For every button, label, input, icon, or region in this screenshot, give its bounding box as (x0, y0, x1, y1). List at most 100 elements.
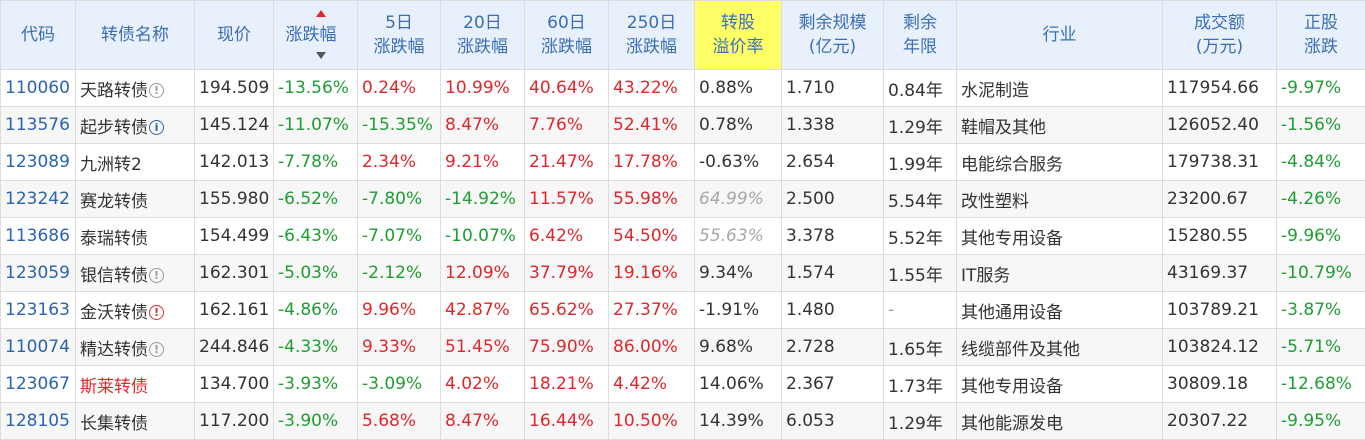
cell-name[interactable]: 泰瑞转债 (75, 217, 195, 255)
table-row[interactable]: 110074 精达转债! 244.846 -4.33% 9.33% 51.45% 75.90… (0, 328, 1365, 366)
cell-name[interactable]: 赛龙转债 (75, 180, 195, 218)
cell-name[interactable]: 斯莱转债 (75, 365, 195, 403)
cell-stock_change: -9.97% (1276, 69, 1365, 107)
column-header-label: 20日 (463, 13, 502, 33)
column-header-chg60[interactable]: 60日 涨跌幅 (524, 0, 609, 70)
cell-chg60: 37.79% (524, 254, 609, 292)
cell-turnover: 43169.37 (1162, 254, 1277, 292)
table-row[interactable]: 128105 长集转债 117.200 -3.90% 5.68% 8.47% 16.44% 1… (0, 402, 1365, 440)
column-header-price[interactable]: 现价 (194, 0, 274, 70)
bond-name[interactable]: 金沃转债 (80, 302, 148, 323)
column-header-industry[interactable]: 行业 (956, 0, 1163, 70)
cell-chg250: 86.00% (608, 328, 695, 366)
column-header-chg20[interactable]: 20日 涨跌幅 (440, 0, 525, 70)
alert-icon[interactable]: ! (149, 305, 164, 320)
cell-code[interactable]: 123089 (0, 143, 76, 181)
column-header-change[interactable]: 涨跌幅 (273, 0, 358, 70)
column-header-label: 60日 (547, 13, 586, 33)
table-row[interactable]: 110060 天路转债! 194.509 -13.56% 0.24% 10.99% 40.6… (0, 69, 1365, 107)
info-icon[interactable]: ! (149, 83, 164, 98)
bond-name[interactable]: 赛龙转债 (80, 191, 148, 212)
column-header-remain_size[interactable]: 剩余规模 (亿元) (781, 0, 884, 70)
cell-remain_years: - (883, 291, 957, 329)
cell-remain_size: 1.480 (781, 291, 884, 329)
cell-turnover: 103789.21 (1162, 291, 1277, 329)
cell-code[interactable]: 113576 (0, 106, 76, 144)
cell-remain_years: 1.55年 (883, 254, 957, 292)
column-header-turnover[interactable]: 成交额 (万元) (1162, 0, 1277, 70)
info-icon[interactable]: i (149, 120, 164, 135)
bond-name[interactable]: 长集转债 (80, 413, 148, 434)
column-header-chg250[interactable]: 250日 涨跌幅 (608, 0, 695, 70)
table-row[interactable]: 123242 赛龙转债 155.980 -6.52% -7.80% -14.92% 11.5… (0, 180, 1365, 218)
column-header-stock_change[interactable]: 正股 涨跌 (1276, 0, 1365, 70)
table-row[interactable]: 123059 银信转债! 162.301 -5.03% -2.12% 12.09% 37.7… (0, 254, 1365, 292)
cell-code[interactable]: 110074 (0, 328, 76, 366)
column-header-label: 成交额 (1194, 13, 1245, 33)
cell-chg60: 7.76% (524, 106, 609, 144)
cell-premium: 55.63% (694, 217, 782, 255)
column-header-remain_years[interactable]: 剩余 年限 (883, 0, 957, 70)
bond-name[interactable]: 泰瑞转债 (80, 228, 148, 249)
table-row[interactable]: 113576 起步转债 i 145.124 -11.07% -15.35% 8.47% 7.7… (0, 106, 1365, 144)
column-header-name[interactable]: 转债名称 (75, 0, 195, 70)
cell-chg250: 52.41% (608, 106, 695, 144)
cell-change: -13.56% (273, 69, 358, 107)
cell-premium: -1.91% (694, 291, 782, 329)
column-header-code[interactable]: 代码 (0, 0, 76, 70)
cell-name[interactable]: 银信转债! (75, 254, 195, 292)
cell-code[interactable]: 113686 (0, 217, 76, 255)
column-header-label: 250日 (626, 13, 677, 33)
cell-code[interactable]: 128105 (0, 402, 76, 440)
table-row[interactable]: 123089 九洲转2 142.013 -7.78% 2.34% 9.21% 21.47% 1… (0, 143, 1365, 181)
cell-name[interactable]: 长集转债 (75, 402, 195, 440)
column-header-label: 代码 (21, 25, 55, 45)
cell-name[interactable]: 金沃转债! (75, 291, 195, 329)
cell-code[interactable]: 123067 (0, 365, 76, 403)
cell-chg5: -3.09% (357, 365, 441, 403)
sort-arrows-icon[interactable] (315, 10, 346, 59)
cell-chg20: 9.21% (440, 143, 525, 181)
bond-name[interactable]: 起步转债 (80, 117, 148, 138)
info-icon[interactable]: ! (149, 268, 164, 283)
cell-name[interactable]: 天路转债! (75, 69, 195, 107)
cell-industry: 其他能源发电 (956, 402, 1163, 440)
cell-remain_size: 2.728 (781, 328, 884, 366)
cell-chg250: 55.98% (608, 180, 695, 218)
column-header-label: (亿元) (808, 37, 857, 57)
cell-name[interactable]: 九洲转2 (75, 143, 195, 181)
column-header-chg5[interactable]: 5日 涨跌幅 (357, 0, 441, 70)
cell-code[interactable]: 110060 (0, 69, 76, 107)
bond-name[interactable]: 九洲转2 (80, 154, 142, 175)
cell-remain_size: 1.574 (781, 254, 884, 292)
cell-name[interactable]: 精达转债! (75, 328, 195, 366)
cell-name[interactable]: 起步转债 i (75, 106, 195, 144)
cell-change: -5.03% (273, 254, 358, 292)
column-header-label: 转债名称 (101, 25, 169, 45)
column-header-premium[interactable]: 转股 溢价率 (694, 0, 782, 70)
cell-industry: 鞋帽及其他 (956, 106, 1163, 144)
bond-name[interactable]: 精达转债 (80, 339, 148, 360)
column-header-label: 剩余 (903, 13, 937, 33)
cell-code[interactable]: 123163 (0, 291, 76, 329)
cell-code[interactable]: 123242 (0, 180, 76, 218)
table-row[interactable]: 123067 斯莱转债 134.700 -3.93% -3.09% 4.02% 18.21%… (0, 365, 1365, 403)
column-header-label: (万元) (1195, 37, 1244, 57)
column-header-label: 正股 (1304, 13, 1338, 33)
cell-remain_size: 2.654 (781, 143, 884, 181)
cell-chg20: 51.45% (440, 328, 525, 366)
bond-name[interactable]: 银信转债 (80, 265, 148, 286)
bond-name[interactable]: 天路转债 (80, 80, 148, 101)
cell-price: 134.700 (194, 365, 274, 403)
cell-stock_change: -4.26% (1276, 180, 1365, 218)
table-body: 110060 天路转债! 194.509 -13.56% 0.24% 10.99% 40.6… (0, 69, 1365, 440)
column-header-label: 涨跌幅 (373, 37, 425, 57)
table-row[interactable]: 123163 金沃转债! 162.161 -4.86% 9.96% 42.87% 65.62… (0, 291, 1365, 329)
cell-remain_size: 1.338 (781, 106, 884, 144)
table-row[interactable]: 113686 泰瑞转债 154.499 -6.43% -7.07% -10.07% 6.42… (0, 217, 1365, 255)
cell-remain_years: 5.54年 (883, 180, 957, 218)
cell-chg250: 4.42% (608, 365, 695, 403)
cell-code[interactable]: 123059 (0, 254, 76, 292)
bond-name[interactable]: 斯莱转债 (80, 376, 148, 397)
info-icon[interactable]: ! (149, 342, 164, 357)
